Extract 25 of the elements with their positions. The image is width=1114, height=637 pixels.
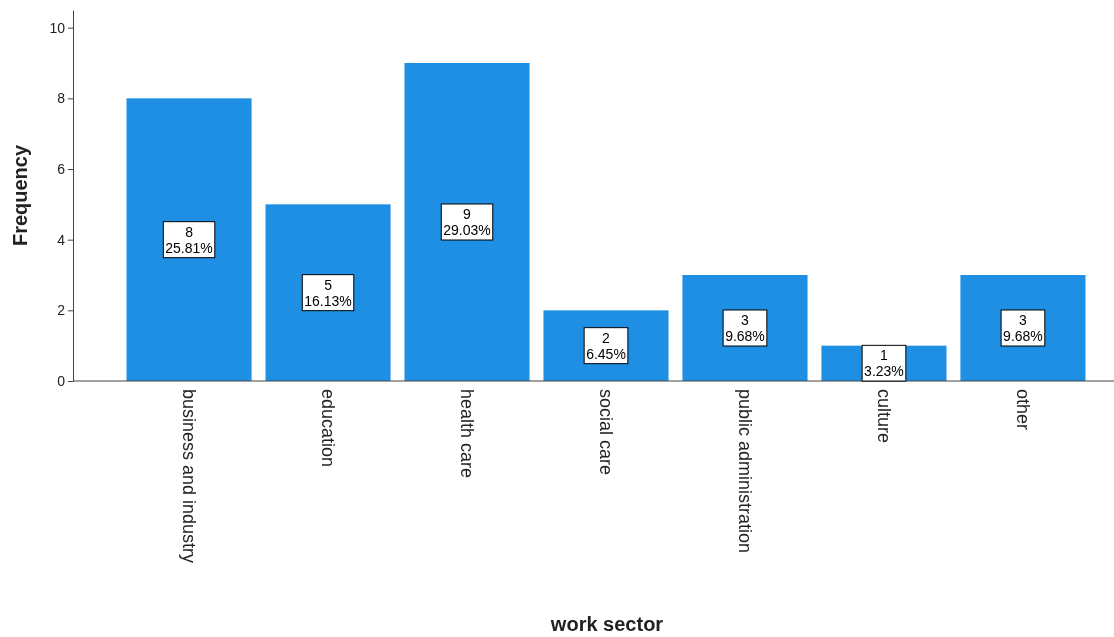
data-label: 3 9.68% (725, 312, 765, 344)
y-tick-label: 2 (57, 302, 66, 319)
data-label: 5 16.13% (304, 276, 352, 309)
x-axis-title: work sector (549, 613, 664, 635)
data-label: 2 6.45% (586, 329, 626, 362)
data-label: 3 9.68% (1003, 312, 1043, 344)
y-tick-label: 4 (57, 231, 66, 248)
x-tick-label: business and industry (179, 389, 200, 564)
data-label: 1 3.23% (864, 347, 904, 380)
x-tick-label: culture (873, 389, 894, 444)
bar (265, 204, 391, 381)
x-tick-label: other (1012, 389, 1033, 431)
x-tick-label: health care (457, 389, 478, 479)
x-tick-label: social care (596, 389, 616, 476)
y-tick-label: 8 (57, 90, 66, 107)
bar (126, 98, 252, 381)
y-tick-label: 10 (49, 19, 66, 36)
x-tick-label: education (318, 389, 339, 468)
x-tick-label: public administration (734, 389, 755, 554)
y-tick-label: 0 (57, 372, 66, 389)
data-label: 9 29.03% (443, 206, 491, 238)
y-tick-label: 6 (57, 160, 66, 177)
data-label: 8 25.81% (165, 223, 213, 256)
bar (404, 63, 530, 381)
y-axis-title: Frequency (9, 144, 31, 247)
